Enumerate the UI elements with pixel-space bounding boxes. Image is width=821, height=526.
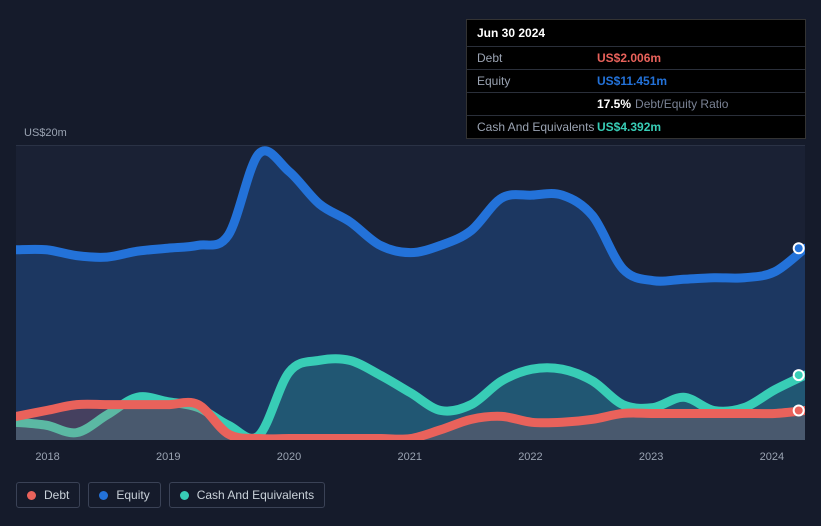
chart-markers	[16, 145, 805, 440]
tooltip-date: Jun 30 2024	[467, 20, 805, 47]
tooltip-row: EquityUS$11.451m	[467, 70, 805, 93]
tooltip-row: Cash And EquivalentsUS$4.392m	[467, 116, 805, 138]
chart-plot-area[interactable]	[16, 145, 805, 440]
tooltip-row: DebtUS$2.006m	[467, 47, 805, 70]
tooltip-value: 17.5%Debt/Equity Ratio	[597, 97, 728, 111]
tooltip-label: Equity	[477, 74, 597, 88]
tooltip-value: US$2.006m	[597, 51, 661, 65]
chart-tooltip: Jun 30 2024 DebtUS$2.006mEquityUS$11.451…	[466, 19, 806, 139]
tooltip-label: Debt	[477, 51, 597, 65]
legend-item-equity[interactable]: Equity	[88, 482, 160, 508]
tooltip-label	[477, 97, 597, 111]
financials-chart: Jun 30 2024 DebtUS$2.006mEquityUS$11.451…	[0, 0, 821, 526]
tooltip-row: 17.5%Debt/Equity Ratio	[467, 93, 805, 116]
legend-label: Equity	[116, 488, 149, 502]
legend-item-cash[interactable]: Cash And Equivalents	[169, 482, 325, 508]
legend-item-debt[interactable]: Debt	[16, 482, 80, 508]
x-axis-labels: 2018201920202021202220232024	[16, 451, 805, 465]
tooltip-value: US$11.451m	[597, 74, 667, 88]
legend-label: Cash And Equivalents	[197, 488, 314, 502]
tooltip-label: Cash And Equivalents	[477, 120, 597, 134]
legend-swatch-icon	[27, 491, 36, 500]
y-axis-label: US$20m	[24, 127, 67, 139]
legend-swatch-icon	[99, 491, 108, 500]
chart-legend: Debt Equity Cash And Equivalents	[16, 482, 325, 508]
legend-swatch-icon	[180, 491, 189, 500]
tooltip-value: US$4.392m	[597, 120, 661, 134]
legend-label: Debt	[44, 488, 69, 502]
